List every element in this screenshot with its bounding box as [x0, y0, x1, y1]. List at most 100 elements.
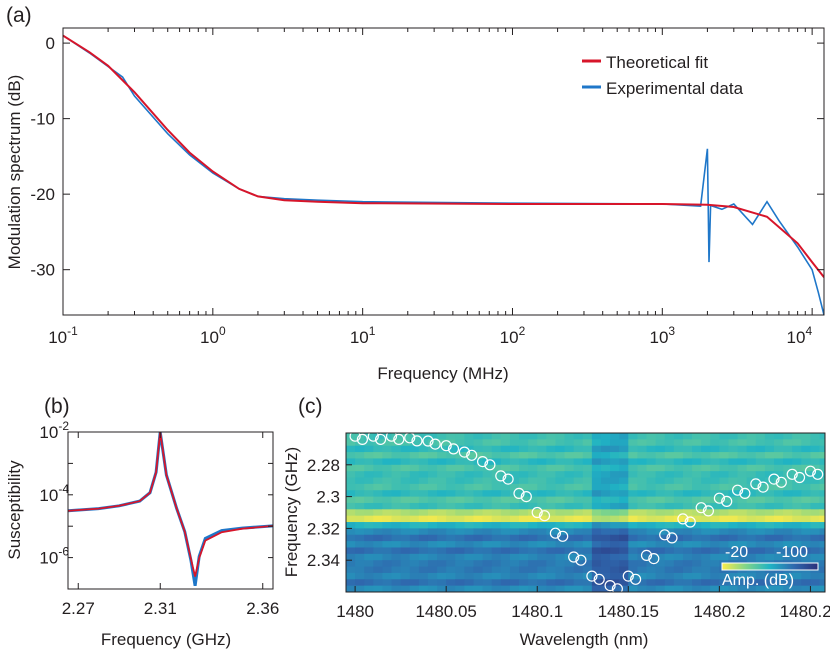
heatmap-cell [409, 560, 420, 568]
heatmap-cell [564, 439, 575, 447]
heatmap-cell [373, 477, 384, 485]
heatmap-cell [810, 496, 821, 504]
heatmap-cell [746, 452, 757, 460]
heatmap-cell [783, 464, 793, 472]
heatmap-cell [546, 433, 557, 440]
heatmap-cell [382, 471, 393, 479]
heatmap-cell [673, 566, 684, 574]
heatmap-cell [664, 560, 675, 568]
heatmap-cell [810, 464, 821, 472]
heatmap-cell [346, 541, 356, 549]
panel-c-xlabel: Wavelength (nm) [520, 630, 649, 649]
b-xtick-label: 2.31 [144, 599, 177, 618]
heatmap-cell [400, 553, 411, 561]
heatmap-cell [364, 439, 374, 447]
heatmap-cell [783, 528, 793, 536]
heatmap-cell [409, 585, 420, 592]
heatmap-cell [409, 471, 420, 479]
heatmap-cell [737, 515, 748, 523]
heatmap-cell [819, 585, 825, 592]
heatmap-cell [737, 471, 748, 479]
data-marker [458, 446, 470, 458]
heatmap-cell [655, 541, 666, 549]
heatmap-cell [792, 553, 802, 561]
heatmap-cell [719, 553, 730, 561]
c-xtick-label: 1480 [336, 602, 374, 621]
heatmap-cell [473, 452, 484, 460]
heatmap-cell [400, 572, 411, 580]
heatmap-cell [655, 477, 666, 485]
heatmap-cell [427, 547, 438, 555]
data-marker [440, 440, 452, 452]
heatmap-cell [427, 553, 438, 561]
heatmap-cell [355, 566, 365, 574]
heatmap-cell [346, 452, 356, 460]
heatmap-cell [692, 483, 702, 491]
heatmap-cell [346, 547, 356, 555]
heatmap-cell [719, 464, 730, 472]
heatmap-cell [619, 541, 629, 549]
heatmap-cell [664, 490, 675, 498]
heatmap-cell [391, 496, 402, 504]
heatmap-cell [382, 547, 393, 555]
heatmap-cell [464, 560, 475, 568]
heatmap-cell [701, 471, 711, 479]
heatmap-cell [792, 477, 802, 485]
heatmap-cell [764, 464, 775, 472]
heatmap-cell [473, 477, 484, 485]
heatmap-cell [555, 515, 566, 523]
heatmap-cell [382, 477, 393, 485]
heatmap-cell [728, 471, 739, 479]
heatmap-cell [491, 553, 502, 561]
heatmap-cell [783, 490, 793, 498]
heatmap-cell [701, 483, 711, 491]
heatmap-cell [774, 553, 784, 561]
heatmap-cell [482, 509, 493, 517]
heatmap-cell [537, 477, 547, 485]
heatmap-cell [555, 439, 566, 447]
heatmap-cell [701, 553, 711, 561]
heatmap-cell [610, 471, 620, 479]
heatmap-cell [555, 502, 566, 510]
heatmap-cell [564, 528, 575, 536]
heatmap-cell [382, 553, 393, 561]
heatmap-cell [573, 439, 584, 447]
heatmap-cell [673, 528, 684, 536]
heatmap-cell [600, 502, 611, 510]
heatmap-cell [546, 522, 557, 529]
heatmap-cell [810, 477, 821, 485]
heatmap-cell [391, 458, 402, 466]
heatmap-cell [546, 572, 557, 580]
heatmap-cell [819, 439, 825, 447]
data-marker [804, 465, 817, 477]
heatmap-cell [646, 515, 657, 523]
heatmap-cell [764, 572, 775, 580]
data-marker [513, 487, 525, 499]
heatmap-cell [364, 471, 374, 479]
heatmap-cell [473, 572, 484, 580]
heatmap-cell [427, 471, 438, 479]
heatmap-cell [746, 522, 757, 529]
heatmap-cell [692, 439, 702, 447]
a-xtick-label: 100 [200, 324, 226, 347]
heatmap-cell [719, 528, 730, 536]
heatmap-cell [346, 579, 356, 587]
heatmap-cell [701, 445, 711, 453]
heatmap-cell [774, 458, 784, 466]
heatmap-cell [400, 502, 411, 510]
heatmap-cell [600, 471, 611, 479]
heatmap-cell [792, 528, 802, 536]
data-marker [695, 502, 707, 514]
heatmap-cell [509, 490, 520, 498]
heatmap-cell [755, 490, 766, 498]
heatmap-cell [509, 452, 520, 460]
heatmap-cell [746, 502, 757, 510]
heatmap-cell [546, 458, 557, 466]
c-xtick-label: 1480.2 [693, 602, 745, 621]
heatmap-cell [628, 560, 639, 568]
heatmap-cell [509, 445, 520, 453]
heatmap-cell [373, 471, 384, 479]
heatmap-cell [755, 464, 766, 472]
heatmap-cell [382, 572, 393, 580]
heatmap-cell [446, 477, 456, 485]
